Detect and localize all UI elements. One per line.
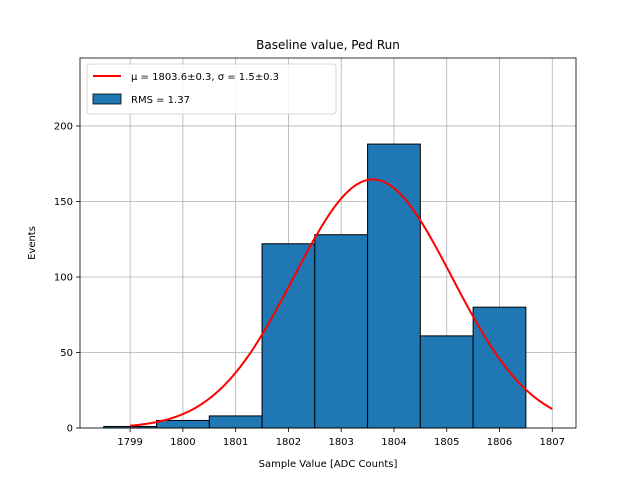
- x-tick-label: 1799: [117, 437, 142, 448]
- x-tick-label: 1802: [276, 437, 301, 448]
- histogram-bar: [419, 335, 474, 429]
- y-tick-label: 50: [60, 348, 73, 359]
- legend-fit-label: μ = 1803.6±0.3, σ = 1.5±0.3: [131, 72, 279, 83]
- x-tick-label: 1801: [223, 437, 248, 448]
- x-axis-label: Sample Value [ADC Counts]: [259, 459, 398, 470]
- x-axis-ticks: 1799 1800 1801 1802 1803 1804 1805 1806 1807: [117, 428, 565, 448]
- x-tick-label: 1807: [540, 437, 565, 448]
- y-tick-label: 0: [67, 424, 73, 435]
- histogram-bars: [103, 143, 527, 429]
- legend-histogram-swatch: [92, 93, 122, 105]
- histogram-bar: [314, 234, 369, 429]
- legend-histogram-label: RMS = 1.37: [131, 95, 190, 106]
- y-tick-label: 100: [54, 272, 73, 283]
- y-axis-ticks: 0 50 100 150 200: [54, 121, 80, 435]
- histogram-bar: [156, 419, 210, 429]
- histogram-bar: [367, 143, 421, 429]
- chart-title: Baseline value, Ped Run: [256, 38, 400, 52]
- y-tick-label: 150: [54, 197, 73, 208]
- y-axis-label: Events: [27, 226, 38, 260]
- x-tick-label: 1804: [381, 437, 406, 448]
- gaussian-fit-line: [130, 178, 553, 427]
- histogram-bar: [472, 306, 527, 429]
- x-tick-label: 1803: [328, 437, 353, 448]
- y-tick-label: 200: [54, 121, 73, 132]
- histogram-bar: [208, 415, 263, 429]
- x-tick-label: 1806: [487, 437, 512, 448]
- plot-frame: [79, 57, 577, 429]
- legend-box: [86, 63, 337, 115]
- histogram-bar: [261, 243, 316, 429]
- x-tick-label: 1800: [170, 437, 195, 448]
- legend: μ = 1803.6±0.3, σ = 1.5±0.3 RMS = 1.37: [86, 63, 337, 115]
- x-tick-label: 1805: [434, 437, 459, 448]
